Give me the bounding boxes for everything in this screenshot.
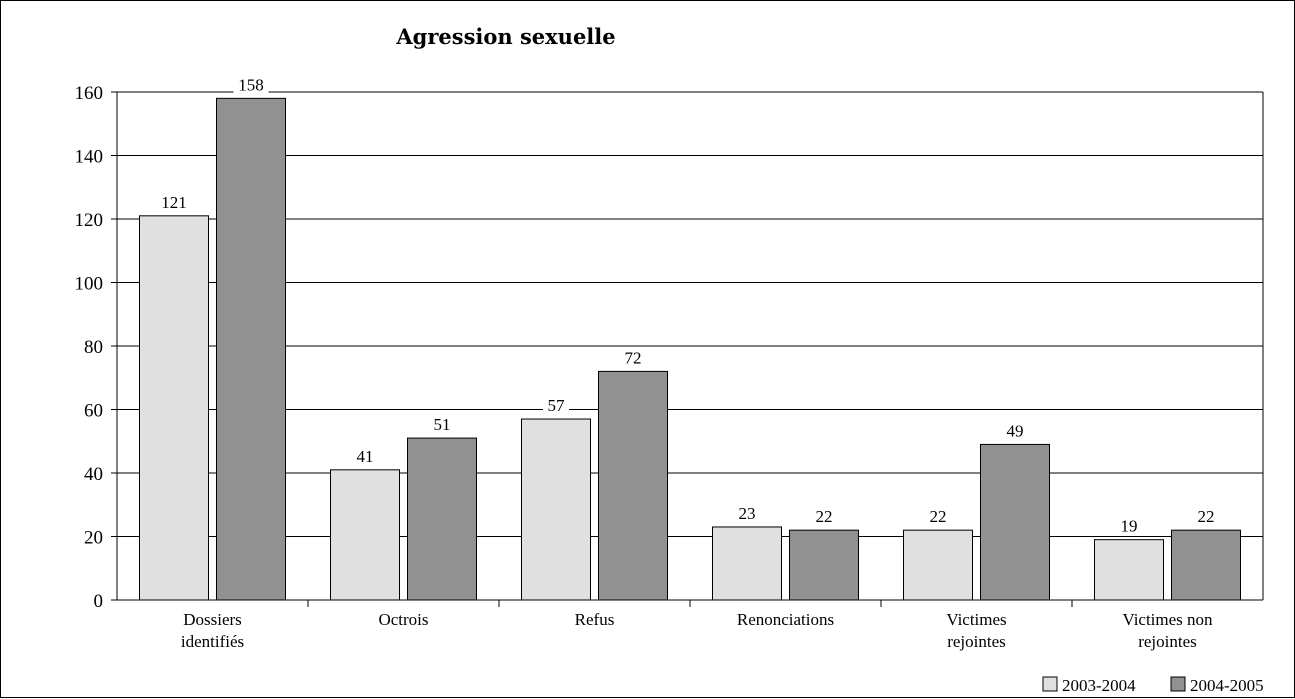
axes xyxy=(116,92,1264,607)
bar-2004-2005 xyxy=(789,529,859,601)
bar-2003-2004 xyxy=(1094,539,1164,601)
y-tick-label: 60 xyxy=(84,401,103,422)
data-label-background xyxy=(1002,422,1028,440)
category-label: rejointes xyxy=(1138,632,1197,651)
bar-2003-2004 xyxy=(712,526,782,601)
data-label-background xyxy=(1193,508,1219,526)
data-label: 41 xyxy=(357,447,374,466)
data-label: 22 xyxy=(816,507,833,526)
category-label: Victimes non xyxy=(1122,610,1213,629)
legend-label: 2004-2005 xyxy=(1190,676,1264,695)
y-tick-label: 160 xyxy=(75,83,104,104)
category-label: Dossiers xyxy=(183,610,242,629)
category-label: Refus xyxy=(575,610,615,629)
category-label: Victimes xyxy=(946,610,1006,629)
data-label-background xyxy=(620,349,646,367)
bar-2004-2005 xyxy=(407,437,477,601)
data-label: 51 xyxy=(434,415,451,434)
data-label-background xyxy=(233,76,269,94)
data-label-background xyxy=(543,397,569,415)
data-label: 19 xyxy=(1121,517,1138,536)
legend: 2003-2004 2004-2005 xyxy=(1042,676,1264,695)
data-label-background xyxy=(1116,517,1142,535)
gridlines xyxy=(117,91,1263,537)
bar-2003-2004 xyxy=(521,418,591,601)
bar-2004-2005 xyxy=(1171,529,1241,601)
category-label: rejointes xyxy=(947,632,1006,651)
y-tick-label: 40 xyxy=(84,464,103,485)
y-tick-label: 0 xyxy=(94,591,104,612)
bar-2004-2005 xyxy=(598,370,668,601)
bars xyxy=(139,97,1241,601)
legend-swatch xyxy=(1170,676,1186,692)
data-label: 22 xyxy=(930,507,947,526)
data-label: 22 xyxy=(1198,507,1215,526)
data-label-background xyxy=(352,447,378,465)
data-label: 23 xyxy=(739,504,756,523)
data-label-background xyxy=(811,508,837,526)
y-tick-label: 140 xyxy=(75,147,104,168)
legend-label: 2003-2004 xyxy=(1062,676,1136,695)
y-tick-label: 20 xyxy=(84,528,103,549)
data-label: 158 xyxy=(238,75,264,94)
data-label-background xyxy=(429,416,455,434)
y-tick-label: 120 xyxy=(75,210,104,231)
bar-2003-2004 xyxy=(330,469,400,601)
category-label: Renonciations xyxy=(737,610,834,629)
data-label: 72 xyxy=(625,348,642,367)
data-labels: 121 158 41 51 57 72 23 22 22 49 19 22 xyxy=(156,75,1219,536)
data-label: 57 xyxy=(548,396,566,415)
category-labels: Dossiers identifiés Octrois Refus Renonciati… xyxy=(181,610,1213,651)
data-label: 121 xyxy=(161,193,187,212)
data-label: 49 xyxy=(1007,421,1024,440)
bar-2003-2004 xyxy=(139,215,209,601)
data-label-background xyxy=(734,504,760,522)
data-label-background xyxy=(156,193,192,211)
category-label: identifiés xyxy=(181,632,244,651)
category-label: Octrois xyxy=(378,610,428,629)
y-axis-ticks: 0 20 40 60 80 100 120 140 160 xyxy=(75,83,117,612)
bar-2004-2005 xyxy=(216,97,286,601)
chart-title: Agression sexuelle xyxy=(395,24,615,49)
y-tick-label: 80 xyxy=(84,337,103,358)
legend-swatch xyxy=(1042,676,1058,692)
bar-2003-2004 xyxy=(903,529,973,601)
bar-2004-2005 xyxy=(980,443,1050,601)
y-tick-label: 100 xyxy=(75,274,104,295)
data-label-background xyxy=(925,508,951,526)
